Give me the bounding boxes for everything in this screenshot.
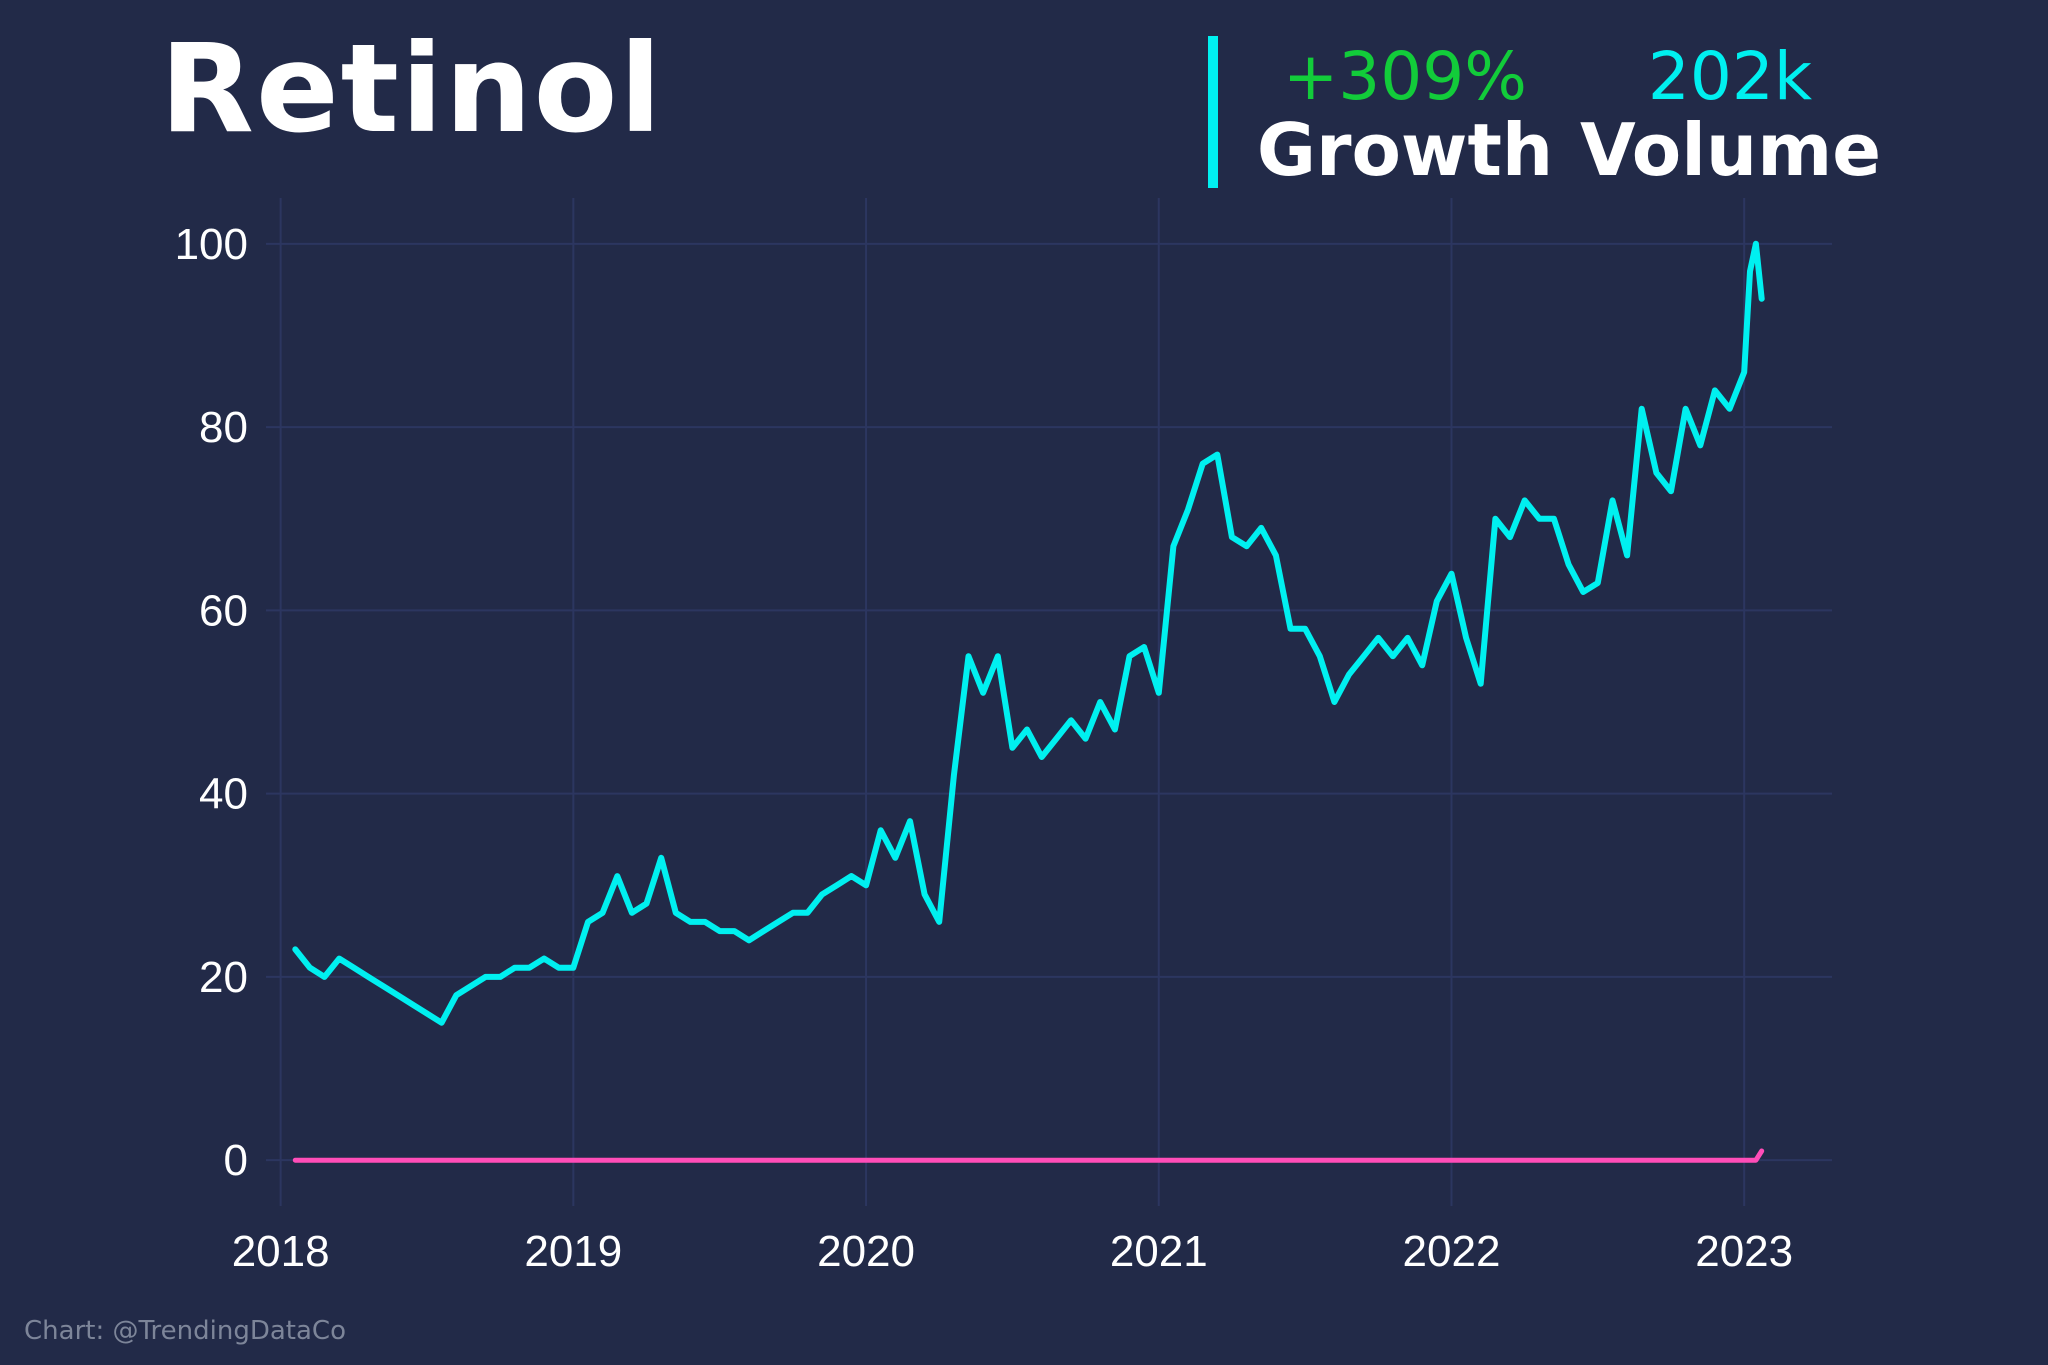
y-tick-label: 80 bbox=[199, 403, 248, 452]
series-layer bbox=[292, 240, 1765, 1163]
growth-label: Growth bbox=[1256, 108, 1554, 192]
y-tick-label: 20 bbox=[199, 953, 248, 1002]
x-tick-label: 2019 bbox=[524, 1227, 622, 1276]
x-tick-label: 2018 bbox=[232, 1227, 330, 1276]
y-tick-label: 100 bbox=[175, 220, 248, 269]
baseline-line bbox=[292, 1148, 1765, 1163]
y-tick-label: 0 bbox=[224, 1136, 248, 1185]
y-tick-label: 40 bbox=[199, 770, 248, 819]
header-divider bbox=[1208, 36, 1218, 188]
x-tick-label: 2020 bbox=[817, 1227, 915, 1276]
x-tick-label: 2022 bbox=[1403, 1227, 1501, 1276]
volume-value: 202k bbox=[1647, 38, 1813, 115]
chart-credit: Chart: @TrendingDataCo bbox=[24, 1316, 346, 1346]
volume-label: Volume bbox=[1580, 108, 1882, 192]
chart-title: Retinol bbox=[160, 18, 664, 160]
tick-label-layer: 0 20 40 60 80 100 2018 2019 2020 2021 2022 2023 bbox=[175, 220, 1794, 1276]
trend-line bbox=[292, 240, 1765, 1026]
volume-stat: 202k Volume bbox=[1580, 38, 1882, 192]
x-tick-label: 2021 bbox=[1110, 1227, 1208, 1276]
y-tick-label: 60 bbox=[199, 586, 248, 635]
growth-stat: +309% Growth bbox=[1255, 38, 1555, 192]
x-tick-label: 2023 bbox=[1695, 1227, 1793, 1276]
growth-value: +309% bbox=[1283, 38, 1527, 115]
grid-layer bbox=[266, 198, 1832, 1206]
